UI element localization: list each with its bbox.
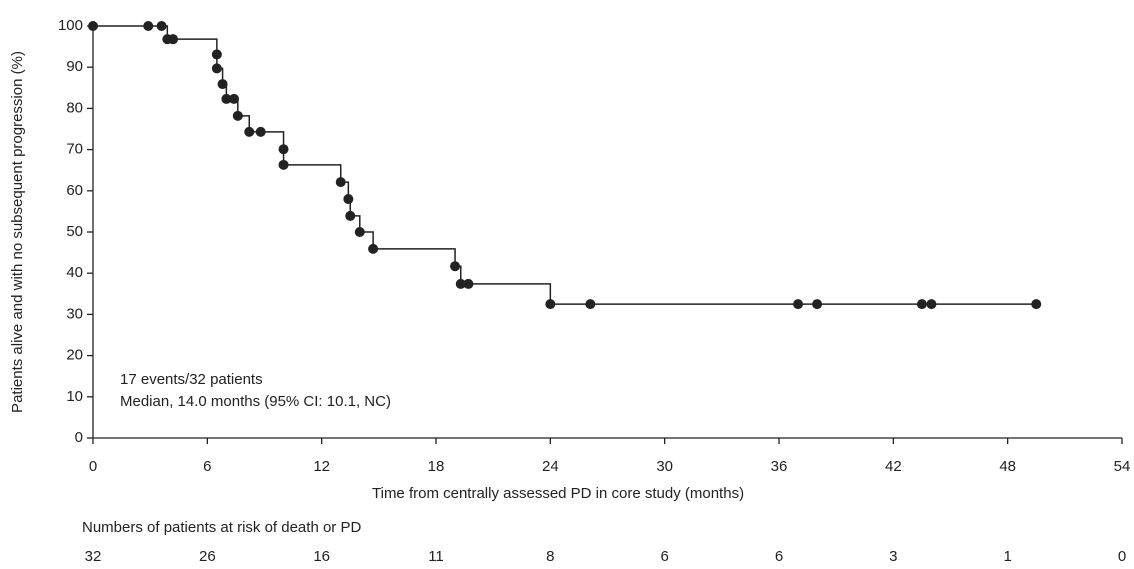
censor-marker: [278, 144, 289, 155]
at-risk-value: 3: [889, 548, 897, 565]
y-tick-label: 80: [66, 99, 83, 116]
censor-marker: [217, 79, 228, 90]
x-axis-label: Time from centrally assessed PD in core …: [372, 485, 744, 502]
x-tick-label: 42: [885, 458, 902, 475]
censor-marker: [211, 49, 222, 60]
censor-marker: [916, 299, 927, 310]
annotation: 17 events/32 patients: [120, 371, 263, 388]
at-risk-value: 6: [660, 548, 668, 565]
censor-marker: [168, 34, 179, 45]
at-risk-value: 26: [199, 548, 216, 565]
at-risk-value: 0: [1118, 548, 1126, 565]
censor-marker: [232, 110, 243, 121]
y-tick-label: 100: [58, 17, 83, 34]
annotation: Median, 14.0 months (95% CI: 10.1, NC): [120, 393, 391, 410]
censor-marker: [343, 194, 354, 205]
censor-marker: [354, 227, 365, 237]
x-tick-label: 12: [313, 458, 330, 475]
censor-marker: [450, 261, 461, 272]
at-risk-value: 32: [85, 548, 102, 565]
censor-marker: [463, 278, 474, 289]
censor-marker: [143, 21, 154, 31]
censor-marker: [455, 278, 466, 289]
censor-marker: [585, 299, 596, 310]
x-tick-label: 54: [1114, 458, 1131, 475]
censor-marker: [221, 93, 232, 104]
y-tick-label: 10: [66, 388, 83, 405]
censor-marker: [545, 299, 556, 310]
y-axis-label: Patients alive and with no subsequent pr…: [9, 51, 26, 413]
censor-marker: [88, 21, 98, 31]
y-tick-label: 0: [75, 429, 83, 446]
y-tick-label: 20: [66, 347, 83, 364]
y-tick-label: 70: [66, 141, 83, 158]
survival-line: [93, 25, 1037, 305]
at-risk-value: 6: [775, 548, 783, 565]
censor-marker: [278, 159, 289, 170]
at-risk-value: 8: [546, 548, 554, 565]
y-tick-label: 40: [66, 264, 83, 281]
censor-marker: [229, 93, 240, 104]
y-tick-label: 90: [66, 58, 83, 75]
at-risk-value: 16: [313, 548, 330, 565]
x-tick-label: 6: [203, 458, 211, 475]
censor-marker: [1031, 299, 1042, 310]
at-risk-value: 1: [1003, 548, 1011, 565]
x-tick-label: 18: [428, 458, 445, 475]
censor-marker: [244, 126, 255, 137]
censor-marker: [793, 299, 804, 310]
x-tick-label: 48: [999, 458, 1016, 475]
x-tick-label: 36: [771, 458, 788, 475]
x-tick-label: 24: [542, 458, 559, 475]
censor-marker: [156, 21, 167, 31]
x-tick-label: 30: [656, 458, 673, 475]
censor-marker: [335, 177, 346, 188]
censor-marker: [926, 299, 937, 310]
at-risk-title: Numbers of patients at risk of death or …: [82, 519, 361, 536]
y-tick-label: 30: [66, 305, 83, 322]
censor-marker: [255, 126, 266, 137]
x-tick-label: 0: [89, 458, 97, 475]
y-tick-label: 50: [66, 223, 83, 240]
censor-marker: [368, 243, 379, 254]
censor-marker: [345, 210, 356, 221]
censor-marker: [812, 299, 823, 310]
y-tick-label: 60: [66, 182, 83, 199]
at-risk-value: 11: [428, 548, 444, 565]
censor-marker: [211, 63, 222, 74]
